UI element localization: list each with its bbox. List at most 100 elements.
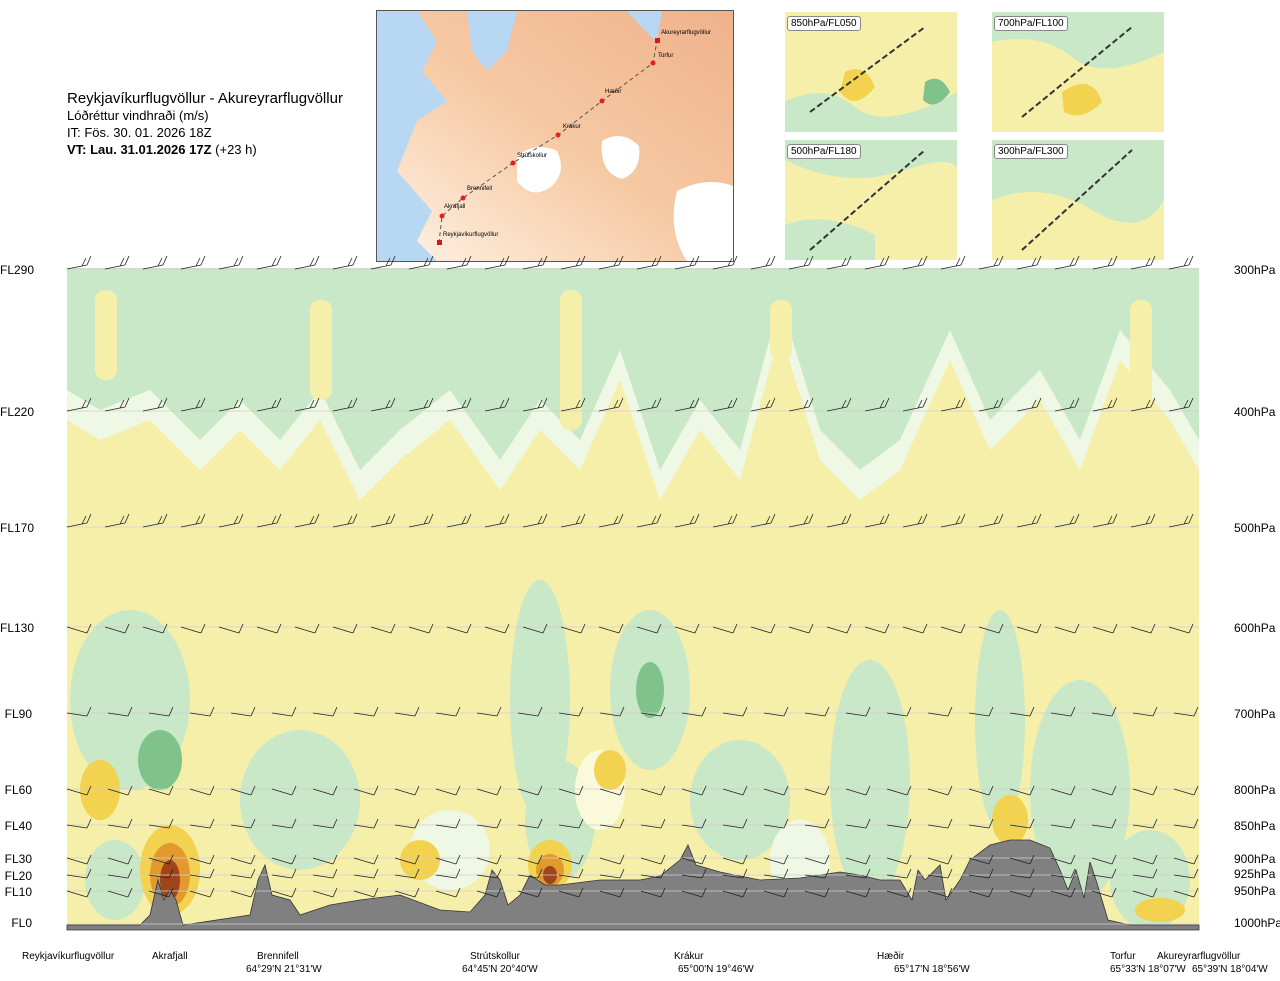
barb-shaft [636, 522, 658, 528]
barb-flag [428, 397, 434, 408]
barb-flag [1193, 854, 1199, 865]
wind-barb [66, 818, 92, 829]
barb-shaft [435, 874, 457, 879]
wind-barb [681, 818, 707, 829]
wind-barb [636, 397, 662, 412]
barb-flag [238, 255, 244, 266]
barb-flag [808, 623, 814, 634]
barb-shaft [218, 264, 240, 270]
wind-barb [370, 513, 396, 528]
barb-flag [466, 397, 472, 408]
wind-barb [435, 818, 461, 829]
barb-flag [373, 868, 379, 879]
barb-flag [578, 854, 584, 865]
barb-shaft [484, 406, 506, 412]
barb-flag [291, 706, 297, 717]
barb-shaft [750, 406, 772, 412]
wind-barb [560, 397, 586, 412]
wind-barb [902, 513, 928, 528]
wind-barb [66, 623, 92, 634]
barb-shaft [560, 406, 582, 412]
barb-flag [701, 818, 707, 829]
barb-shaft [256, 264, 278, 270]
barb-flag [86, 854, 92, 865]
wind-barb [230, 706, 256, 717]
barb-shaft [804, 788, 826, 796]
barb-flag [732, 255, 738, 266]
wind-barb [1054, 397, 1080, 412]
barb-flag [347, 257, 353, 267]
barb-flag [727, 515, 733, 525]
barb-shaft [66, 626, 88, 634]
barb-shaft [804, 824, 826, 829]
wind-barb [148, 868, 174, 879]
barb-flag [1152, 818, 1158, 829]
wind-barb [312, 785, 338, 796]
barb-flag [701, 785, 707, 796]
barb-flag [271, 257, 277, 267]
wind-barb [522, 255, 548, 270]
wind-barb [864, 513, 890, 528]
wind-barb [902, 397, 928, 412]
wind-barb [256, 255, 282, 270]
barb-shaft [763, 824, 785, 829]
barb-flag [537, 515, 543, 525]
barb-shaft [476, 712, 498, 717]
wind-barb [394, 785, 420, 796]
barb-flag [537, 706, 543, 717]
barb-flag [127, 854, 133, 865]
barb-flag [1111, 854, 1117, 865]
barb-shaft [968, 824, 990, 829]
barb-shaft [640, 712, 662, 717]
barb-flag [291, 818, 297, 829]
barb-flag [765, 399, 771, 409]
wind-barb [750, 255, 776, 270]
barb-shaft [804, 874, 826, 879]
barb-flag [917, 399, 923, 409]
barb-flag [86, 397, 92, 408]
barb-shaft [599, 712, 621, 717]
barb-flag [1152, 868, 1158, 879]
barb-flag [162, 623, 168, 634]
barb-flag [1070, 706, 1076, 717]
wind-barb [353, 868, 379, 879]
waypoint-name: Reykjavíkurflugvöllur [22, 951, 115, 962]
wind-barb [142, 513, 168, 528]
barb-flag [803, 399, 809, 409]
wind-barb [927, 785, 953, 796]
barb-flag [803, 515, 809, 525]
barb-flag [466, 255, 472, 266]
barb-shaft [886, 874, 908, 879]
barb-shaft [484, 626, 506, 634]
barb-shaft [927, 890, 949, 898]
barb-flag [1070, 887, 1076, 898]
pressure-tick-label: 700hPa [1234, 707, 1276, 721]
barb-flag [618, 255, 624, 266]
barb-flag [314, 513, 320, 524]
barb-flag [238, 623, 244, 634]
barb-shaft [66, 874, 88, 879]
barb-flag [373, 785, 379, 796]
barb-shaft [560, 626, 582, 634]
barb-flag [742, 854, 748, 865]
barb-shaft [558, 712, 580, 717]
barb-shaft [722, 712, 744, 717]
title-block: Reykjavíkurflugvöllur - Akureyrarflugvöl… [67, 90, 343, 158]
barb-flag [879, 257, 885, 267]
wind-barb [408, 397, 434, 412]
mini-map-700: 700hPa/FL100 [992, 12, 1164, 132]
barb-shaft [1173, 788, 1195, 796]
wind-barb [218, 513, 244, 528]
barb-shaft [640, 788, 662, 796]
barb-shaft [1132, 788, 1154, 796]
barb-flag [1031, 257, 1037, 267]
velocity-contour [85, 840, 145, 920]
wind-barb [271, 785, 297, 796]
barb-flag [656, 623, 662, 634]
wind-barb [1168, 623, 1194, 634]
velocity-contour [992, 795, 1028, 845]
barb-flag [906, 818, 912, 829]
barb-flag [124, 255, 130, 266]
barb-shaft [845, 890, 867, 898]
barb-flag [613, 257, 619, 267]
